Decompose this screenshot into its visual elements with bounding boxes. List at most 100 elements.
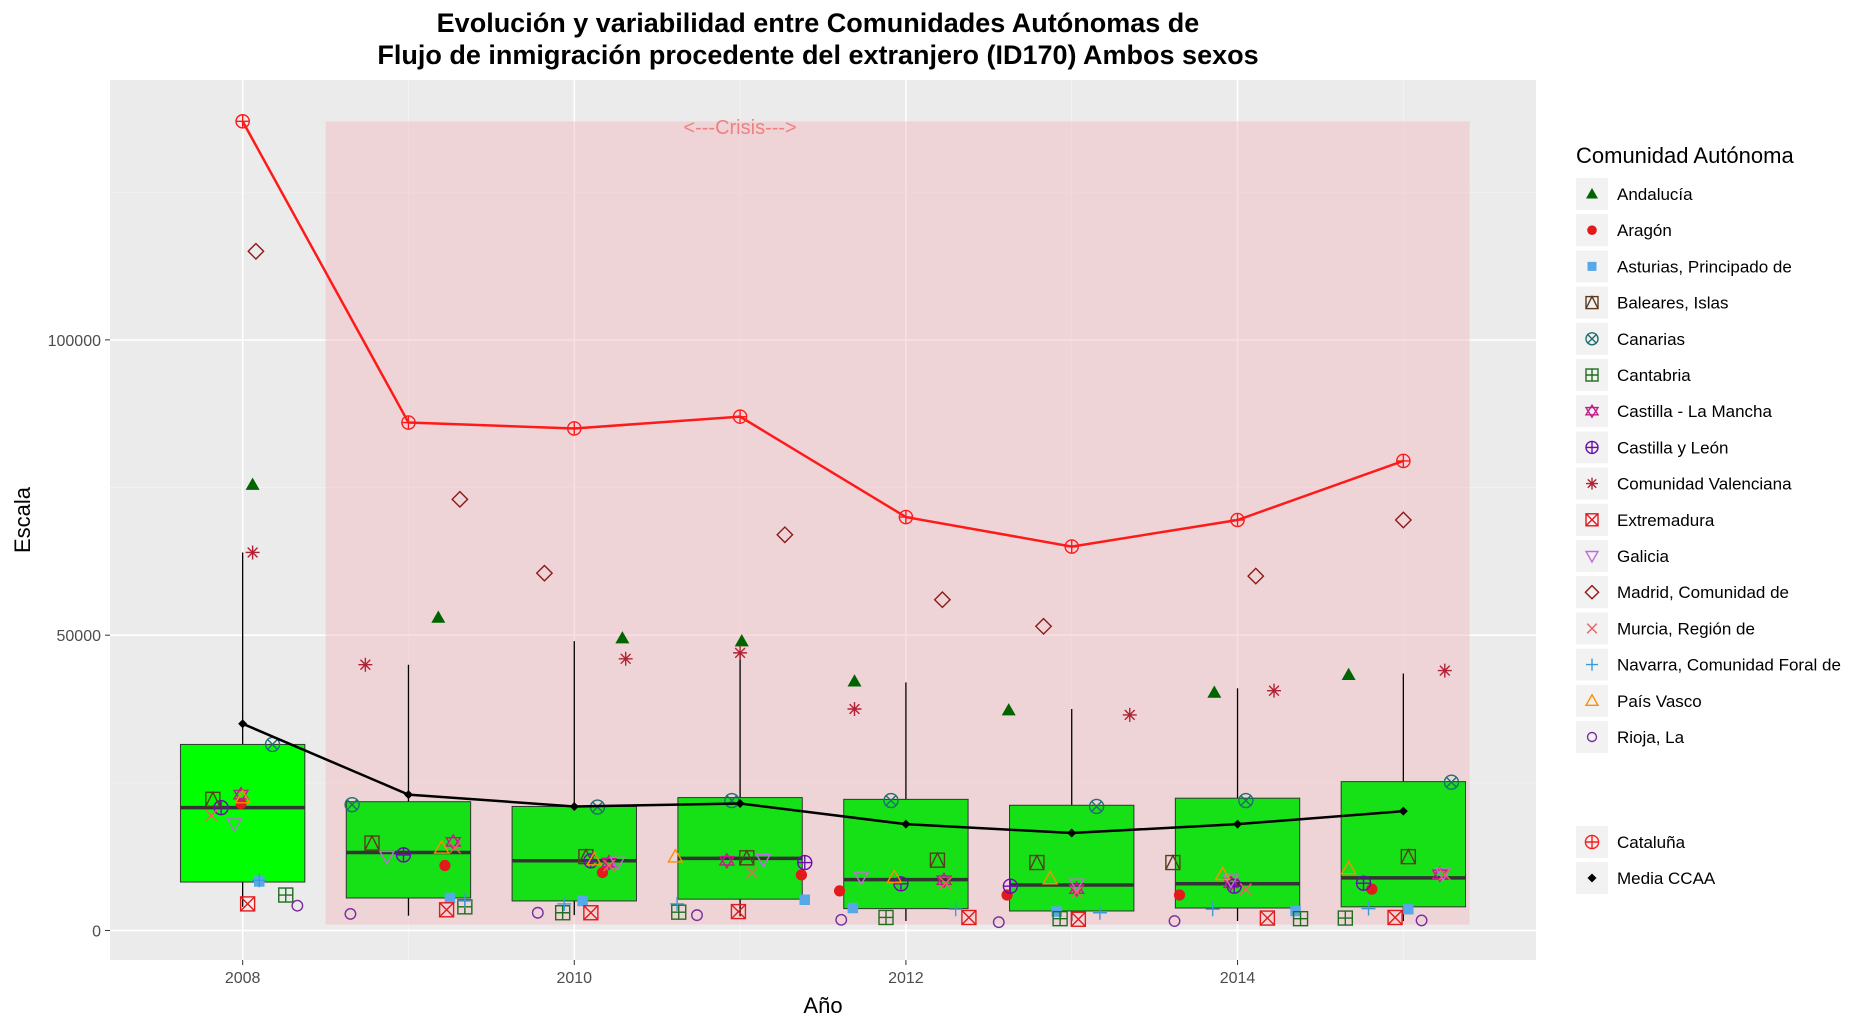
point-castilla-y-le-n-2008 <box>213 799 229 816</box>
point-castilla-y-le-n-2012 <box>893 876 909 892</box>
crisis-annotation: <---Crisis---> <box>683 117 796 139</box>
legend-symbol <box>1586 477 1598 490</box>
legend-item-andaluc-a: Andalucía <box>1576 178 1693 210</box>
legend-key <box>1576 576 1608 609</box>
legend-symbol <box>1584 693 1600 706</box>
cataluna-point-2010 <box>566 421 582 436</box>
point-comunidad-valenciana-2012 <box>847 701 862 716</box>
point-pa-s-vasco-2010 <box>585 851 603 866</box>
point-canarias-2008 <box>264 736 281 753</box>
media-ccaa-line <box>242 722 1404 835</box>
legend-label: Media CCAA <box>1617 869 1716 888</box>
point-galicia-2008 <box>226 818 243 833</box>
legend-label: Cataluña <box>1617 833 1686 852</box>
box-iqr <box>843 798 969 910</box>
point-rioja-la-2012 <box>835 913 848 926</box>
point-rioja-la-2008 <box>291 899 304 912</box>
point-pa-s-vasco-2015 <box>1340 860 1357 875</box>
point-pa-s-vasco-2014 <box>1214 865 1231 881</box>
cataluna-point-2013 <box>1064 539 1080 554</box>
point-comunidad-valenciana-2014 <box>1267 683 1282 698</box>
point-andaluc-a-2011 <box>734 634 749 647</box>
point-andaluc-a-2015 <box>1341 667 1356 680</box>
legend-item-murcia-regi-n-de: Murcia, Región de <box>1576 612 1755 645</box>
point-cantabria-2015 <box>1337 910 1354 926</box>
legend-label: Castilla y León <box>1617 438 1729 457</box>
media-ccaa-point-2015 <box>1398 806 1408 816</box>
point-murcia-regi-n-de-2008 <box>205 809 218 822</box>
point-extremadura-2015 <box>1387 909 1403 926</box>
legend-item-media-ccaa: Media CCAA <box>1576 862 1716 894</box>
legend-key <box>1576 395 1608 428</box>
point-arag-n-2011 <box>795 869 808 881</box>
point-arag-n-2014 <box>1173 889 1186 901</box>
point-madrid-comunidad-de-2011 <box>776 526 794 544</box>
point-baleares-islas-2011 <box>739 849 755 866</box>
point-navarra-comunidad-foral-de-2010 <box>557 896 572 911</box>
point-extremadura-2011 <box>730 903 747 920</box>
point-navarra-comunidad-foral-de-2015 <box>1361 901 1376 916</box>
point-extremadura-2009 <box>438 902 455 918</box>
legend-symbol <box>1585 440 1599 455</box>
point-madrid-comunidad-de-2013 <box>1034 617 1053 635</box>
legend-label: Canarias <box>1617 330 1685 349</box>
point-madrid-comunidad-de-2014 <box>1247 567 1265 585</box>
legend-label: País Vasco <box>1617 692 1702 711</box>
point-navarra-comunidad-foral-de-2012 <box>948 902 963 917</box>
point-galicia-2010 <box>609 856 626 871</box>
point-canarias-2014 <box>1238 792 1254 809</box>
point-madrid-comunidad-de-2008 <box>247 242 265 260</box>
point-andaluc-a-2008 <box>245 477 260 490</box>
media-ccaa-point-2012 <box>901 819 911 829</box>
x-tick-label: 2014 <box>1220 970 1256 987</box>
legend-label: Aragón <box>1617 221 1672 240</box>
media-ccaa-point-2009 <box>403 790 413 800</box>
cataluna-point-2008 <box>235 114 250 129</box>
point-cantabria-2008 <box>278 887 294 903</box>
legend: Andalucía Aragón Asturias, Principado de Ba… <box>1576 178 1841 894</box>
legend-symbol <box>1587 225 1597 235</box>
legend-item-cantabria: Cantabria <box>1576 359 1691 391</box>
legend-symbol <box>1586 731 1598 743</box>
point-comunidad-valenciana-2009 <box>358 657 373 672</box>
media-ccaa-point-2014 <box>1233 819 1243 829</box>
x-tick-label: 2008 <box>225 970 261 987</box>
legend-symbol <box>1584 403 1600 419</box>
point-andaluc-a-2012 <box>847 674 862 687</box>
x-tick-label: 2010 <box>556 970 592 987</box>
box-iqr <box>1009 804 1135 912</box>
point-murcia-regi-n-de-2011 <box>745 866 758 879</box>
point-baleares-islas-2014 <box>1165 853 1181 871</box>
y-tick-label: 100000 <box>48 333 101 350</box>
box-iqr <box>511 805 637 902</box>
point-murcia-regi-n-de-2013 <box>1070 885 1083 899</box>
x-tick-label: 2012 <box>888 970 924 987</box>
point-canarias-2009 <box>344 796 360 813</box>
legend-label: Cantabria <box>1617 366 1691 385</box>
point-rioja-la-2011 <box>691 909 703 922</box>
point-canarias-2015 <box>1443 774 1460 790</box>
point-madrid-comunidad-de-2012 <box>933 591 952 609</box>
grid-lines <box>110 80 1536 960</box>
legend-item-comunidad-valenciana: Comunidad Valenciana <box>1576 467 1792 500</box>
point-castilla-y-le-n-2011 <box>797 854 813 871</box>
series-lines <box>235 114 1411 838</box>
point-galicia-2014 <box>1222 874 1240 889</box>
point-asturias-principado-de-2015 <box>1403 903 1414 915</box>
legend-label: Madrid, Comunidad de <box>1617 583 1789 602</box>
legend-symbol <box>1584 550 1600 564</box>
legend-label: Navarra, Comunidad Foral de <box>1617 656 1841 675</box>
legend-symbol <box>1585 295 1599 310</box>
point-galicia-2011 <box>755 853 772 869</box>
legend-symbol <box>1585 332 1599 346</box>
point-comunidad-valenciana-2015 <box>1437 663 1452 678</box>
legend-key <box>1576 721 1608 753</box>
data-points <box>205 242 1460 929</box>
y-tick-label: 0 <box>92 923 101 940</box>
legend-label: Andalucía <box>1617 185 1693 204</box>
point-navarra-comunidad-foral-de-2014 <box>1205 902 1220 917</box>
legend-label: Asturias, Principado de <box>1617 257 1792 276</box>
media-ccaa-point-2008 <box>238 719 248 729</box>
box-iqr <box>179 743 306 883</box>
